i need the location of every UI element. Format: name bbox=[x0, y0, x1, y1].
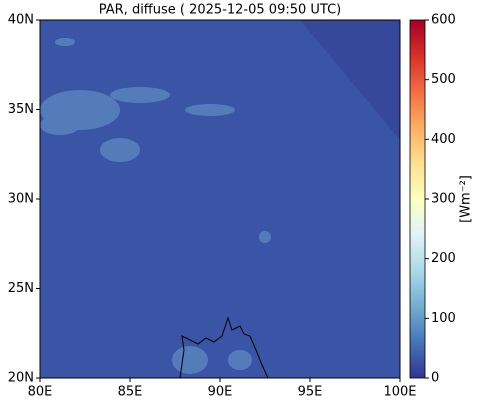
x-tick-label: 95E bbox=[298, 385, 323, 400]
y-tick-label: 25N bbox=[8, 281, 34, 296]
x-tick-label: 80E bbox=[28, 385, 53, 400]
colorbar-label: [Wm⁻²] bbox=[459, 175, 474, 223]
x-tick-label: 90E bbox=[208, 385, 233, 400]
colorbar-tick-label: 200 bbox=[431, 251, 456, 266]
chart-title: PAR, diffuse ( 2025-12-05 09:50 UTC) bbox=[99, 3, 342, 18]
x-tick-label: 100E bbox=[383, 385, 416, 400]
colorbar-tick-label: 400 bbox=[431, 132, 456, 147]
x-tick-label: 85E bbox=[118, 385, 143, 400]
colorbar bbox=[409, 19, 426, 379]
y-tick-label: 20N bbox=[8, 371, 34, 386]
colorbar-tick-label: 0 bbox=[431, 371, 439, 386]
y-tick-label: 35N bbox=[8, 102, 34, 117]
colorbar-tick-label: 600 bbox=[431, 13, 456, 28]
y-tick-label: 40N bbox=[8, 13, 34, 28]
map-field bbox=[40, 20, 400, 378]
colorbar-tick-label: 300 bbox=[431, 192, 456, 207]
y-tick-label: 30N bbox=[8, 192, 34, 207]
colorbar-tick-label: 100 bbox=[431, 311, 456, 326]
colorbar-tick-label: 500 bbox=[431, 72, 456, 87]
